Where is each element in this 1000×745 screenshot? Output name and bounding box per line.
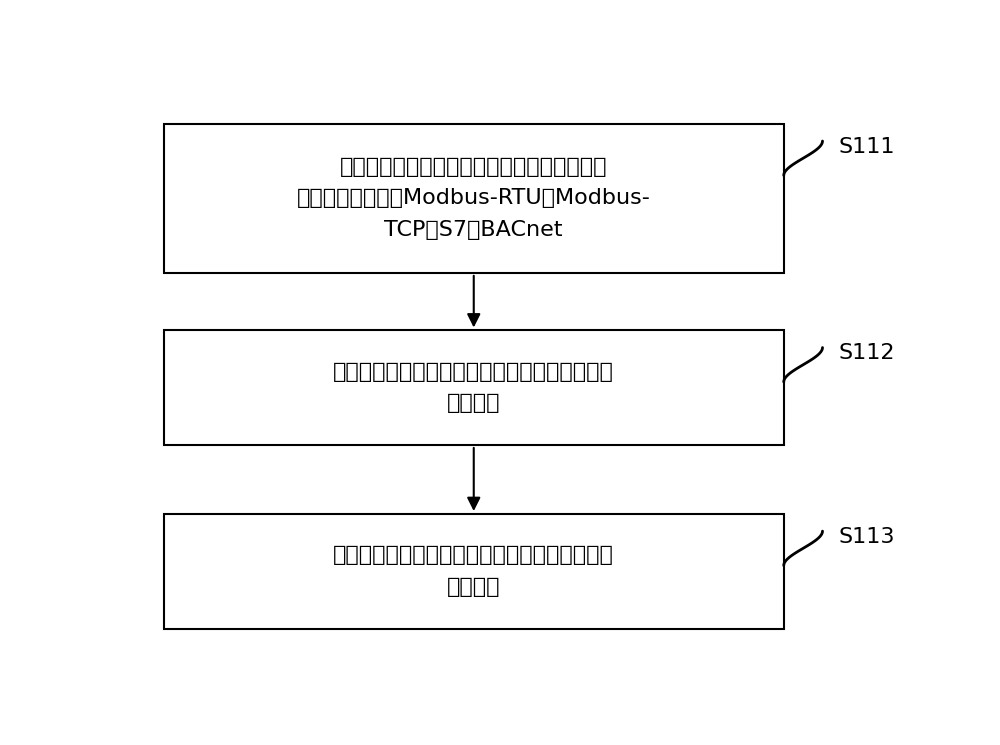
Text: 数据采集模块基于边缘端设备的数据，创建初始: 数据采集模块基于边缘端设备的数据，创建初始 [333,362,614,382]
Text: S111: S111 [838,137,895,156]
Bar [164,330,784,445]
Text: 息中间件: 息中间件 [447,577,501,597]
Bar [164,124,784,273]
Text: 消息队列: 消息队列 [447,393,501,413]
Text: S112: S112 [838,343,895,364]
Bar [164,514,784,629]
Text: 据，传输协议包括Modbus-RTU、Modbus-: 据，传输协议包括Modbus-RTU、Modbus- [297,188,651,209]
Text: 数据采集模块将所述初始消息队列传输至第一消: 数据采集模块将所述初始消息队列传输至第一消 [333,545,614,565]
Text: S113: S113 [838,527,895,547]
Text: 数据采集模块通过传输协议采集边缘端设备数: 数据采集模块通过传输协议采集边缘端设备数 [340,157,608,177]
Text: TCP、S7或BACnet: TCP、S7或BACnet [384,220,563,240]
